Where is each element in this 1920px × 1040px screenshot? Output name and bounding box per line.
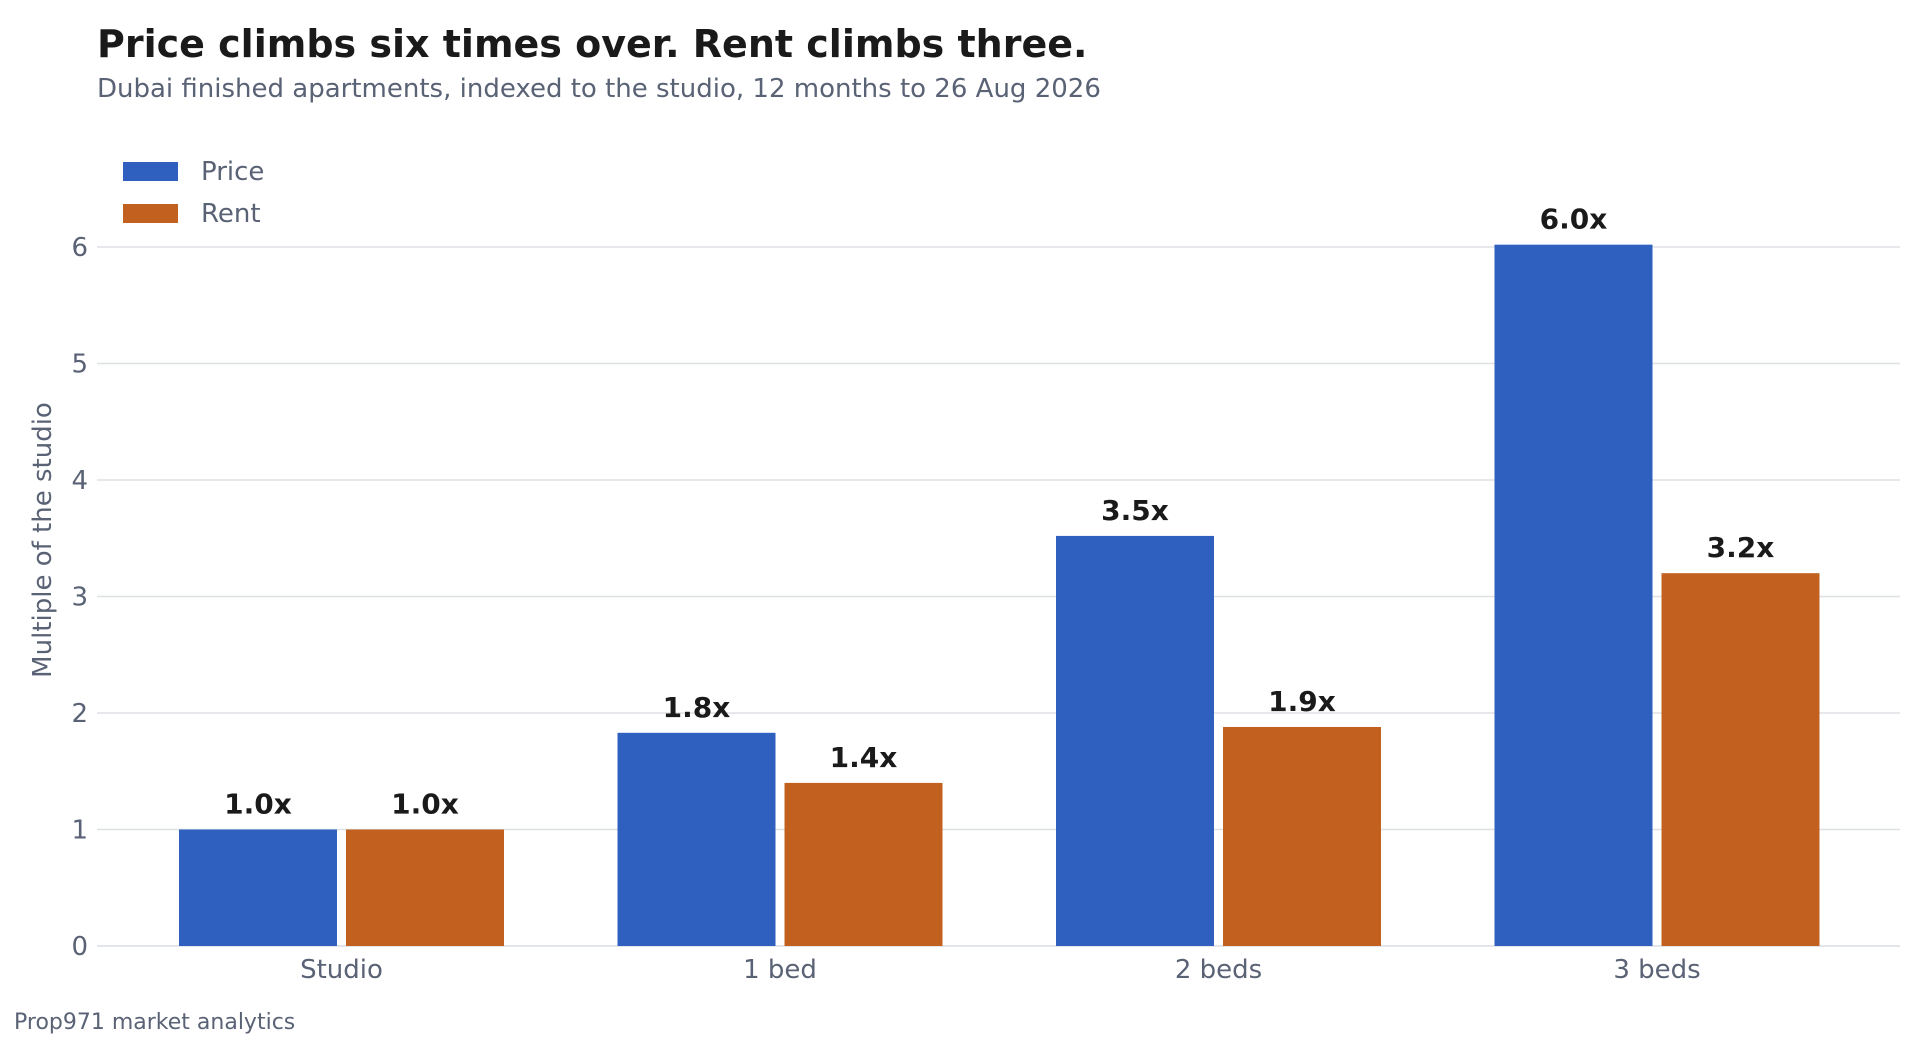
bar-price-1-bed: [617, 732, 776, 946]
x-tick-label: 1 bed: [743, 955, 817, 985]
y-tick-label: 2: [71, 699, 88, 729]
y-tick-label: 1: [71, 816, 88, 846]
data-label: 1.0x: [224, 788, 292, 821]
data-label: 1.9x: [1268, 685, 1336, 718]
x-tick-label: Studio: [300, 955, 383, 985]
bars: 1.0x 1.0x 1.8x 1.4x 3.5x 1.9x 6.0x 3.2x: [179, 203, 1820, 947]
bar-price-studio: [179, 829, 337, 946]
data-label: 3.5x: [1101, 494, 1169, 527]
y-tick-label: 6: [71, 233, 88, 263]
x-axis-ticks: Studio 1 bed 2 beds 3 beds: [300, 955, 1701, 985]
y-tick-label: 4: [71, 466, 88, 496]
x-tick-label: 3 beds: [1613, 955, 1700, 985]
x-tick-label: 2 beds: [1175, 955, 1262, 985]
legend-label-rent: Rent: [201, 199, 261, 229]
y-tick-label: 3: [71, 583, 88, 613]
chart-subtitle: Dubai finished apartments, indexed to th…: [97, 74, 1101, 104]
chart-title: Price climbs six times over. Rent climbs…: [97, 22, 1088, 66]
legend-label-price: Price: [201, 157, 264, 187]
legend-swatch-rent: [123, 204, 178, 223]
data-label: 1.8x: [663, 691, 731, 724]
bar-rent-1-bed: [784, 782, 943, 946]
y-tick-label: 0: [71, 932, 88, 962]
y-axis-label: Multiple of the studio: [28, 402, 58, 678]
source-note: Prop971 market analytics: [14, 1010, 296, 1035]
bar-rent-studio: [346, 829, 504, 946]
bar-price-3-beds: [1494, 244, 1653, 947]
legend-swatch-price: [123, 162, 178, 181]
bar-rent-3-beds: [1661, 573, 1820, 946]
bar-rent-2-beds: [1223, 726, 1381, 946]
bar-price-2-beds: [1056, 535, 1214, 946]
y-tick-label: 5: [71, 350, 88, 380]
y-axis-ticks: 0 1 2 3 4 5 6: [71, 233, 88, 962]
data-label: 3.2x: [1707, 531, 1775, 564]
data-label: 1.4x: [830, 741, 898, 774]
data-label: 1.0x: [391, 788, 459, 821]
data-label: 6.0x: [1540, 203, 1608, 236]
legend: Price Rent: [123, 157, 264, 229]
